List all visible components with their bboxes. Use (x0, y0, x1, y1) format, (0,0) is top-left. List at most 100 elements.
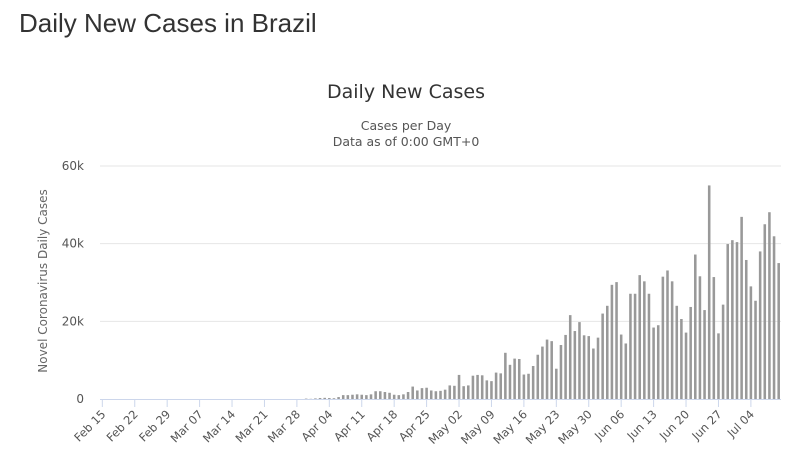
bar[interactable] (439, 390, 442, 399)
bar[interactable] (578, 322, 581, 399)
bar[interactable] (397, 395, 401, 399)
bar[interactable] (749, 286, 753, 399)
bar[interactable] (661, 276, 665, 399)
bar[interactable] (508, 364, 512, 399)
bar[interactable] (522, 374, 526, 399)
bar[interactable] (610, 284, 614, 399)
bar[interactable] (656, 325, 660, 399)
bar[interactable] (698, 276, 702, 399)
bar[interactable] (606, 305, 609, 399)
bar[interactable] (582, 335, 586, 399)
bar[interactable] (629, 293, 632, 399)
bar[interactable] (601, 313, 604, 399)
bar[interactable] (504, 352, 507, 399)
bar[interactable] (411, 386, 414, 399)
bar[interactable] (740, 216, 743, 399)
bar[interactable] (328, 398, 331, 399)
bar[interactable] (684, 332, 688, 399)
bar[interactable] (392, 394, 396, 399)
bar[interactable] (592, 348, 595, 399)
bar[interactable] (763, 224, 767, 399)
bar[interactable] (703, 310, 706, 399)
bar[interactable] (707, 185, 711, 399)
bar[interactable] (499, 373, 502, 399)
bar[interactable] (666, 270, 669, 399)
bar[interactable] (406, 392, 410, 399)
bar[interactable] (555, 368, 558, 399)
bar[interactable] (323, 397, 326, 399)
bar[interactable] (624, 343, 628, 399)
bar[interactable] (314, 398, 317, 399)
bar[interactable] (564, 334, 567, 399)
bar[interactable] (744, 259, 748, 399)
bar[interactable] (360, 394, 364, 399)
bar[interactable] (416, 390, 419, 399)
bar[interactable] (453, 385, 456, 399)
bar[interactable] (675, 305, 679, 399)
bar[interactable] (434, 391, 438, 399)
bar[interactable] (337, 397, 340, 399)
bar[interactable] (494, 372, 498, 399)
bar[interactable] (638, 275, 641, 399)
bar[interactable] (731, 240, 734, 399)
bar[interactable] (457, 374, 461, 399)
bar[interactable] (513, 358, 516, 399)
bar[interactable] (351, 394, 354, 399)
bar[interactable] (596, 337, 600, 399)
bar[interactable] (485, 380, 489, 399)
bar[interactable] (341, 395, 345, 399)
bar[interactable] (448, 385, 452, 399)
bar[interactable] (619, 334, 623, 399)
bar[interactable] (721, 304, 725, 399)
bar[interactable] (541, 346, 544, 399)
bar[interactable] (559, 345, 563, 399)
bar[interactable] (689, 306, 692, 399)
bar[interactable] (332, 398, 336, 399)
bar[interactable] (471, 375, 475, 399)
bar[interactable] (346, 395, 350, 399)
bar[interactable] (768, 212, 771, 399)
bar[interactable] (694, 254, 697, 399)
bar[interactable] (536, 354, 540, 399)
bar[interactable] (772, 236, 776, 399)
bar[interactable] (647, 293, 651, 399)
bar[interactable] (517, 359, 521, 399)
bar[interactable] (550, 341, 553, 399)
bar[interactable] (429, 390, 433, 399)
bar[interactable] (388, 392, 391, 399)
bar[interactable] (480, 375, 484, 399)
bar[interactable] (680, 319, 683, 399)
bar[interactable] (670, 281, 674, 399)
bar[interactable] (420, 388, 424, 399)
bar[interactable] (754, 300, 757, 399)
bar[interactable] (383, 392, 387, 399)
bar[interactable] (573, 331, 577, 399)
bar[interactable] (476, 374, 479, 399)
bar[interactable] (587, 336, 591, 399)
bar[interactable] (374, 391, 377, 399)
bar[interactable] (652, 327, 655, 399)
bar[interactable] (369, 394, 373, 399)
bar[interactable] (379, 391, 382, 399)
bar[interactable] (531, 365, 535, 399)
bar[interactable] (758, 251, 762, 399)
bar[interactable] (726, 244, 729, 399)
bar[interactable] (777, 263, 780, 399)
bar[interactable] (467, 385, 470, 399)
bar[interactable] (490, 381, 493, 399)
bar[interactable] (527, 373, 530, 399)
bar[interactable] (318, 398, 322, 399)
bar[interactable] (633, 293, 637, 399)
bar[interactable] (568, 315, 572, 399)
bar[interactable] (402, 394, 405, 399)
bar[interactable] (615, 282, 618, 399)
bar[interactable] (365, 395, 368, 399)
bar[interactable] (735, 242, 739, 399)
bar[interactable] (717, 333, 720, 399)
bar[interactable] (462, 386, 465, 399)
bar[interactable] (545, 339, 549, 399)
bar[interactable] (712, 277, 716, 399)
bar[interactable] (425, 387, 428, 399)
bar[interactable] (643, 281, 646, 399)
bar[interactable] (355, 394, 359, 399)
